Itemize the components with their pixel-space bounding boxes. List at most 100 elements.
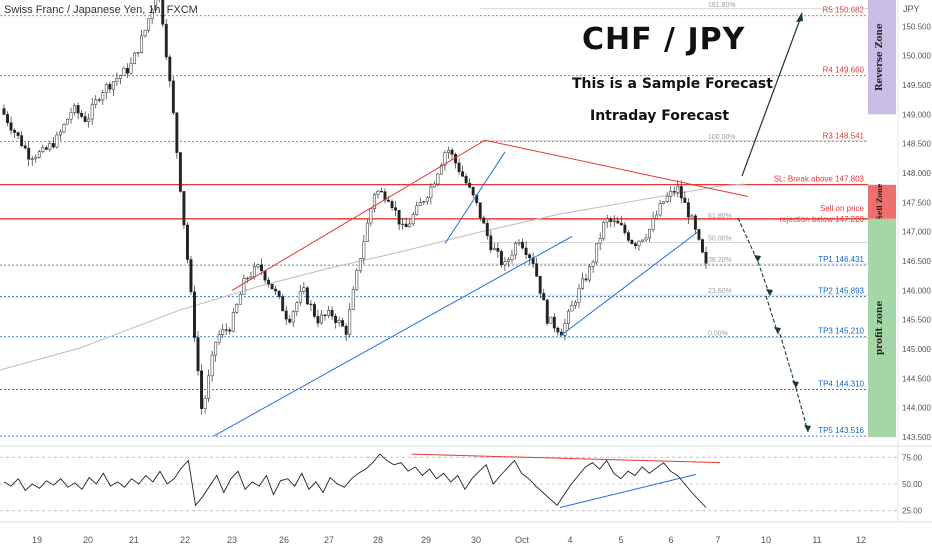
candle-body	[619, 222, 623, 226]
candle-body	[27, 147, 31, 160]
candle-body	[425, 197, 429, 202]
candle-body	[686, 202, 690, 218]
candle-body	[655, 214, 659, 219]
candle-body	[683, 197, 687, 203]
fib-label: 23.60%	[708, 288, 732, 295]
osc-tick-label: 25.00	[902, 507, 923, 516]
intraday-subtitle: Intraday Forecast	[590, 108, 730, 124]
candle-body	[535, 263, 539, 277]
candle-body	[284, 310, 288, 320]
arrowhead	[766, 289, 773, 296]
candle-body	[200, 370, 203, 409]
candle-body	[387, 199, 390, 202]
candle-body	[397, 209, 401, 225]
candle-body	[528, 254, 532, 259]
candle-body	[616, 220, 620, 224]
candle-body	[94, 99, 98, 105]
zone-label: Sell Zone	[875, 183, 884, 220]
candle-body	[41, 147, 45, 152]
candle-body	[309, 303, 313, 306]
candle-body	[111, 81, 115, 90]
candle-body	[482, 217, 486, 224]
candle-body	[588, 266, 592, 281]
candle-body	[126, 68, 129, 74]
candle-body	[143, 29, 147, 37]
candle-body	[369, 208, 373, 224]
candle-body	[178, 152, 182, 192]
candle-body	[302, 287, 306, 292]
y-tick-label: 147.500	[902, 198, 931, 207]
candle-body	[556, 327, 560, 333]
candle-body	[436, 173, 440, 185]
candle-body	[69, 112, 73, 120]
candle-body	[362, 241, 366, 259]
candle-body	[323, 314, 327, 316]
x-tick-label: 26	[279, 535, 289, 545]
candle-body	[372, 194, 376, 210]
candle-body	[351, 289, 355, 310]
candle-body	[221, 329, 225, 335]
candle-body	[693, 215, 697, 230]
candle-body	[690, 215, 694, 218]
candle-body	[295, 302, 299, 312]
candle-body	[468, 182, 472, 188]
level-label: SL: Break above 147.803	[774, 175, 865, 184]
candle-body	[461, 171, 465, 177]
candle-body	[630, 240, 634, 244]
candle-body	[312, 304, 316, 317]
level-label: R3 148.541	[823, 131, 865, 140]
candle-body	[697, 229, 701, 240]
descending-resistance-line	[484, 139, 749, 198]
candle-body	[521, 242, 525, 249]
osc-tick-label: 75.00	[902, 453, 923, 462]
candle-body	[58, 131, 62, 136]
candle-body	[549, 316, 553, 324]
candle-body	[566, 310, 570, 325]
candle-body	[189, 259, 193, 293]
candle-body	[394, 207, 398, 211]
candle-body	[651, 218, 655, 230]
level-label: R4 149.660	[823, 66, 865, 75]
candle-body	[662, 201, 666, 204]
candle-body	[97, 99, 101, 101]
candle-body	[704, 252, 708, 264]
arrowhead	[796, 12, 803, 22]
candle-body	[591, 261, 595, 267]
candle-body	[418, 202, 422, 206]
rising-wedge-upper-line	[231, 139, 486, 291]
candle-body	[231, 312, 235, 332]
osc-support-line	[559, 473, 697, 508]
candle-body	[503, 261, 507, 266]
candle-body	[330, 310, 334, 317]
candle-body	[175, 112, 179, 153]
candle-body	[87, 118, 91, 122]
candle-body	[517, 242, 521, 244]
x-tick-label: 22	[180, 535, 190, 545]
x-tick-label: 10	[761, 535, 771, 545]
y-tick-label: 149.500	[902, 81, 931, 90]
y-tick-label: 145.500	[902, 316, 931, 325]
candle-body	[238, 294, 242, 305]
x-tick-label: 28	[373, 535, 383, 545]
candle-body	[390, 201, 394, 208]
candle-body	[641, 239, 644, 242]
level-label: rejection below 147.220	[779, 215, 864, 224]
candle-body	[101, 92, 105, 101]
candle-body	[672, 191, 676, 193]
candle-body	[489, 235, 493, 251]
candle-body	[563, 323, 567, 336]
candle-body	[457, 162, 461, 172]
recent-support-line	[559, 231, 699, 337]
y-tick-label: 144.000	[902, 404, 931, 413]
candle-body	[327, 310, 330, 316]
candle-body	[104, 84, 108, 93]
candle-body	[450, 149, 454, 155]
arrowhead	[774, 327, 781, 334]
x-tick-label: 6	[668, 535, 673, 545]
candle-body	[344, 325, 348, 335]
arrowhead	[804, 425, 811, 432]
candle-body	[499, 251, 503, 266]
x-tick-label: 7	[715, 535, 720, 545]
candle-body	[570, 305, 574, 312]
candle-body	[432, 183, 436, 188]
